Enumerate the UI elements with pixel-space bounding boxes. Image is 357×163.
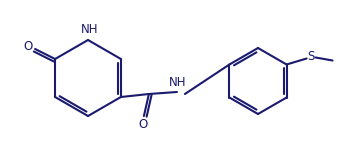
Text: O: O xyxy=(138,118,147,131)
Text: O: O xyxy=(24,40,33,53)
Text: NH: NH xyxy=(81,23,99,36)
Text: S: S xyxy=(307,50,314,63)
Text: NH: NH xyxy=(169,76,187,89)
